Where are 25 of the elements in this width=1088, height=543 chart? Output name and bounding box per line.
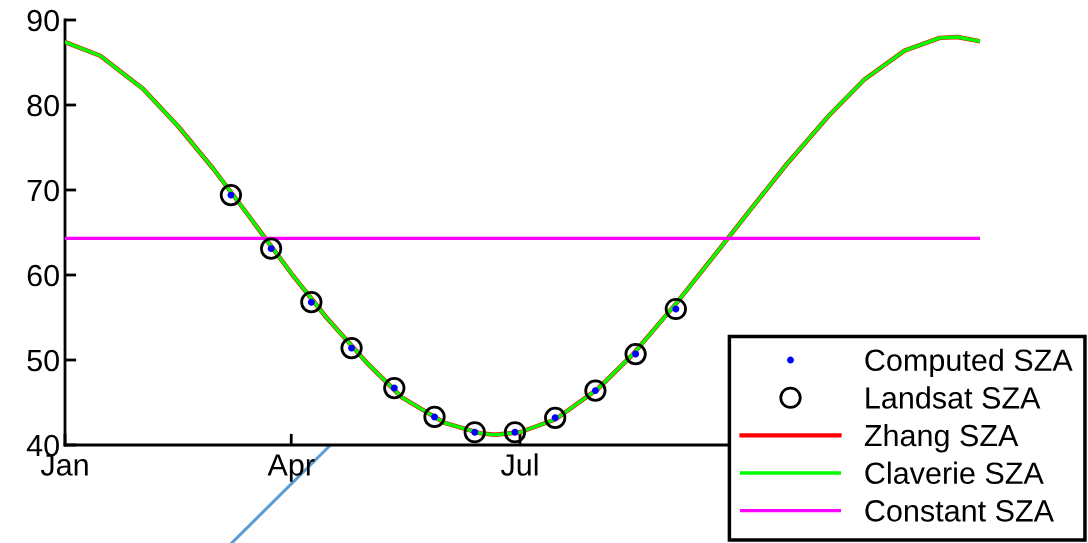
x-tick-label: Jul	[500, 453, 538, 476]
y-tick-label: 60	[27, 264, 59, 287]
point	[340, 336, 363, 360]
point	[624, 342, 647, 366]
x-tick-label: Jan	[40, 454, 88, 476]
point	[544, 406, 567, 429]
point	[584, 379, 607, 402]
point	[219, 183, 243, 207]
point	[423, 405, 446, 429]
y-tick-label: 70	[27, 179, 59, 202]
y-tick-label: 50	[27, 349, 59, 372]
legend-label: Claverie SZA	[865, 461, 1044, 485]
y-tick-label: 90	[27, 9, 59, 32]
y-tick-label: 40	[26, 434, 59, 457]
point	[260, 237, 283, 260]
legend-label: Landsat SZA	[866, 386, 1041, 409]
point	[664, 297, 687, 321]
point	[383, 376, 406, 400]
point	[300, 291, 323, 314]
legend-label: Computed SZA	[865, 348, 1073, 378]
point	[463, 421, 486, 444]
y-tick-label: 80	[27, 94, 59, 117]
legend-label: Constant SZA	[865, 500, 1054, 522]
point	[503, 421, 527, 444]
legend-label: Zhang SZA	[864, 423, 1019, 453]
